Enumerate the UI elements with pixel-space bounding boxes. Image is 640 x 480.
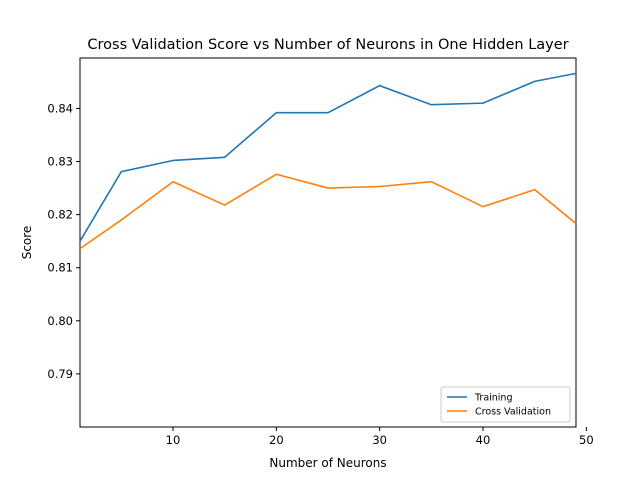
y-tick-label: 0.79: [47, 367, 73, 381]
series-layer: [79, 72, 577, 250]
plot-frame: [79, 57, 577, 428]
x-tick-label: 10: [166, 433, 181, 447]
legend: Training Cross Validation: [440, 386, 571, 423]
x-tick-label: 50: [579, 433, 594, 447]
legend-box: [440, 386, 571, 423]
y-tick-label: 0.83: [47, 155, 73, 169]
chart-title: Cross Validation Score vs Number of Neur…: [87, 37, 568, 53]
y-tick-label: 0.84: [47, 101, 73, 115]
series-line-training: [79, 72, 577, 242]
y-axis-label: Score: [20, 226, 34, 260]
series-line-cross-validation: [79, 173, 577, 250]
y-axis-ticks: 0.79 0.80 0.81 0.82 0.83 0.84: [47, 101, 80, 381]
y-tick-label: 0.82: [47, 208, 73, 222]
x-axis-ticks: 10 20 30 40 50: [166, 427, 594, 447]
y-tick-label: 0.80: [47, 314, 73, 328]
x-axis-label: Number of Neurons: [269, 456, 386, 470]
legend-label: Cross Validation: [475, 407, 551, 418]
x-tick-label: 40: [476, 433, 491, 447]
y-tick-label: 0.81: [47, 261, 73, 275]
x-tick-label: 20: [269, 433, 284, 447]
x-tick-label: 30: [372, 433, 387, 447]
legend-label: Training: [474, 393, 513, 404]
